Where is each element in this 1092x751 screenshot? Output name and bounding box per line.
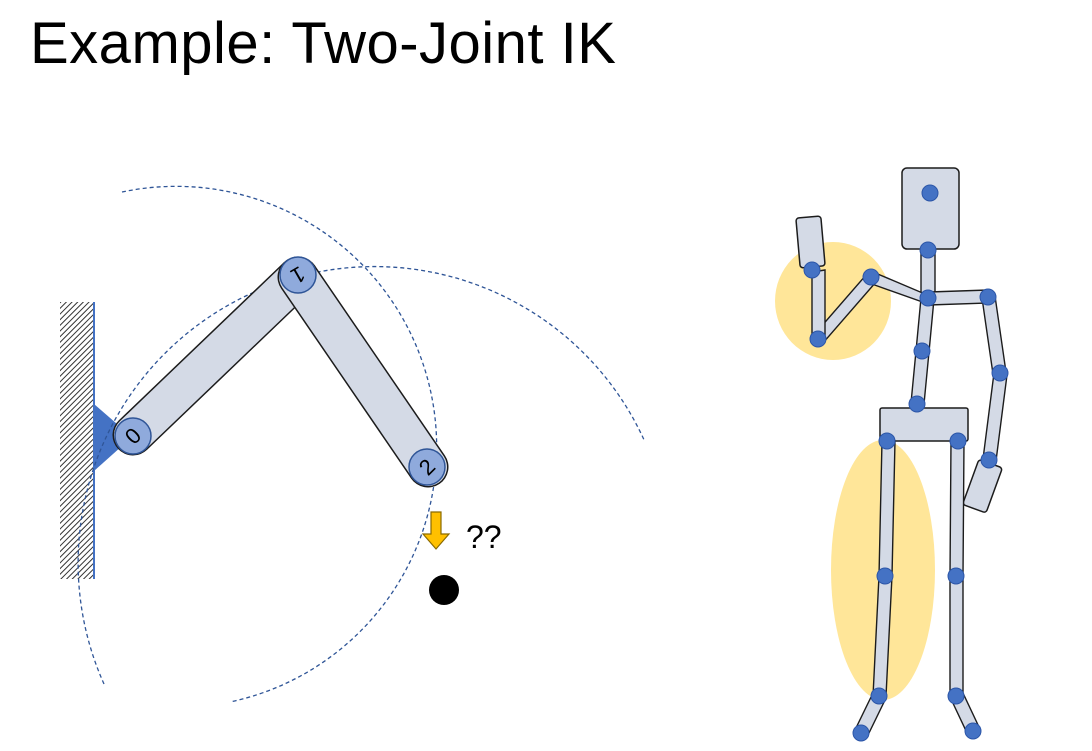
figure-joint-spine	[913, 342, 931, 360]
figure-joint-left-wrist	[803, 261, 821, 279]
figure-joint-left-elbow	[809, 330, 827, 348]
figure-left-hand	[795, 215, 826, 269]
figure-joint-waist	[908, 395, 926, 413]
figure-joint-right-elbow	[991, 364, 1009, 382]
figure-joint-right-ankle	[947, 687, 965, 705]
figure-joint-right-shoulder	[979, 288, 997, 306]
reach-circle-target	[77, 266, 646, 685]
figure-head	[901, 167, 960, 250]
figure-joint-right-knee	[947, 567, 965, 585]
figure-right-hand	[962, 459, 1003, 513]
figure-joint-right-toe	[964, 722, 982, 740]
target-dot	[429, 575, 459, 605]
figure-joint-right-wrist	[980, 451, 998, 469]
figure-joint-right-hip	[949, 432, 967, 450]
figure-joint-left-toe	[852, 724, 870, 742]
figure-joints	[803, 184, 1009, 742]
figure-joint-left-ankle	[870, 687, 888, 705]
slide-title: Example: Two-Joint IK	[30, 11, 617, 76]
down-arrow-icon	[421, 511, 451, 550]
figure-bones	[811, 249, 1008, 737]
figure-joint-neck	[919, 241, 937, 259]
annotation-text: ??	[466, 519, 502, 555]
joint-0: 0	[114, 417, 152, 455]
highlight-arm	[775, 242, 891, 360]
arm-link-upper	[114, 258, 317, 454]
figure-joint-left-knee	[876, 567, 894, 585]
figure-joint-head	[921, 184, 939, 202]
figure-joint-left-hip	[878, 432, 896, 450]
arm-link-lower	[279, 258, 447, 486]
joint-1: 1	[279, 256, 317, 294]
hatched-wall	[60, 302, 94, 579]
joint-2: 2	[408, 448, 446, 486]
figure-joint-left-shoulder	[862, 268, 880, 286]
figure-joint-chest	[919, 289, 937, 307]
reach-circle-joint-1	[121, 185, 438, 703]
